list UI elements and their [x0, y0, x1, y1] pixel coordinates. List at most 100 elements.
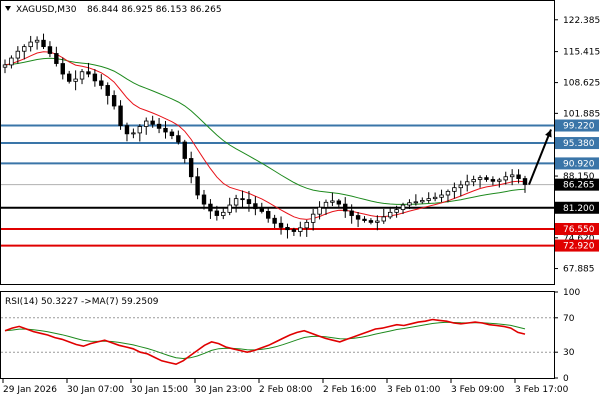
- candle-body: [195, 176, 200, 196]
- candle: [503, 171, 508, 185]
- candle: [201, 189, 207, 210]
- price-tick-label: 115.415: [563, 48, 600, 58]
- candle-body: [278, 222, 284, 228]
- candle-body: [426, 198, 431, 201]
- candle-body: [240, 198, 245, 201]
- candle: [79, 69, 85, 85]
- candle-body: [54, 53, 59, 64]
- candle: [323, 199, 329, 215]
- rsi-tick-label: 0: [563, 374, 569, 384]
- candle-body: [484, 177, 489, 180]
- candle-body: [362, 218, 367, 221]
- candle-body: [47, 46, 53, 54]
- time-tick-label: 3 Feb 17:00: [515, 385, 569, 395]
- forecast-arrow: [528, 129, 552, 186]
- rsi-tick-label: 100: [563, 288, 580, 298]
- candle: [163, 120, 168, 139]
- candle-body: [182, 141, 187, 159]
- candle: [221, 208, 226, 220]
- level-box-label: 90.920: [563, 159, 595, 169]
- candle-body: [60, 63, 65, 75]
- horizontal-levels: [1, 124, 554, 247]
- rsi-label: RSI(14) 50.3227: [5, 297, 78, 307]
- candle: [15, 46, 21, 64]
- candle: [99, 74, 104, 90]
- current-price-label: 86.265: [563, 181, 595, 191]
- time-axis: 29 Jan 2026 30 Jan 07:00 30 Jan 15:00 30 Ja…: [2, 378, 569, 395]
- candle: [246, 190, 252, 212]
- candle-body: [156, 123, 162, 129]
- level-box: 81.200: [555, 201, 599, 214]
- time-tick-label: 29 Jan 2026: [3, 385, 57, 395]
- candle-body: [387, 211, 393, 218]
- candle-body: [272, 217, 277, 224]
- time-tick-label: 30 Jan 23:00: [195, 385, 252, 395]
- candle-body: [516, 174, 521, 179]
- level-box: 72.920: [555, 239, 599, 252]
- rsi-tick-label: 30: [563, 348, 575, 358]
- candle: [54, 46, 59, 67]
- rsi-lines: [1, 317, 554, 366]
- candle-body: [432, 196, 438, 200]
- candle: [266, 207, 271, 223]
- time-tick-label: 30 Jan 07:00: [67, 385, 124, 395]
- candle-body: [522, 178, 528, 185]
- candle: [22, 44, 27, 60]
- price-tick-label: 122.385: [563, 16, 600, 26]
- candle: [150, 115, 155, 128]
- candle: [516, 169, 521, 184]
- candle: [407, 199, 412, 210]
- candle: [176, 130, 181, 145]
- candle-body: [452, 187, 457, 192]
- candle-body: [34, 39, 40, 43]
- candle: [156, 118, 162, 134]
- level-price-boxes: 99.220 95.380 90.920 81.200 76.550 72.920 86.2…: [555, 119, 599, 252]
- candle-body: [497, 179, 502, 182]
- price-tick-label: 101.885: [563, 109, 600, 119]
- level-box-label: 99.220: [563, 122, 595, 132]
- candle: [368, 218, 374, 225]
- candle-body: [458, 184, 464, 189]
- price-panel-frame: [0, 0, 555, 285]
- rsi-header: RSI(14) 50.3227 ->MA(7) 59.2509: [5, 297, 159, 307]
- time-tick-label: 3 Feb 09:00: [451, 385, 505, 395]
- candle: [41, 33, 46, 50]
- candle: [445, 189, 451, 203]
- candle: [304, 219, 309, 237]
- rsi-ma-label: ->MA(7) 59.2509: [81, 297, 159, 307]
- candle-body: [201, 194, 207, 205]
- ma-slow-line: [4, 57, 526, 205]
- candle: [233, 194, 239, 213]
- candle-body: [28, 41, 33, 48]
- candle-body: [246, 199, 252, 205]
- candle-body: [41, 39, 46, 48]
- candle: [86, 62, 91, 78]
- candle: [47, 41, 53, 58]
- collapse-triangle-icon[interactable]: [5, 6, 11, 11]
- candle-body: [503, 176, 508, 181]
- symbol-header: XAGUSD,M30 86.844 86.925 86.153 86.265: [5, 5, 222, 15]
- level-box: 99.220: [555, 119, 599, 132]
- candle: [131, 128, 136, 139]
- candle-body: [233, 198, 239, 206]
- candle: [214, 205, 220, 221]
- candle: [227, 197, 232, 216]
- candle: [285, 223, 290, 239]
- candle: [137, 124, 143, 142]
- time-tick-label: 2 Feb 08:00: [259, 385, 313, 395]
- candle-body: [118, 105, 123, 127]
- candle: [509, 169, 515, 186]
- current-price-box: 86.265: [555, 178, 599, 191]
- candle-body: [490, 179, 496, 182]
- candle-body: [259, 208, 264, 212]
- candle: [272, 214, 277, 228]
- candle-body: [368, 220, 374, 223]
- candle: [73, 70, 78, 91]
- candle: [278, 216, 284, 235]
- candle-body: [285, 226, 290, 231]
- candle-body: [188, 158, 194, 178]
- rsi-line: [4, 318, 526, 366]
- candle-body: [439, 194, 444, 198]
